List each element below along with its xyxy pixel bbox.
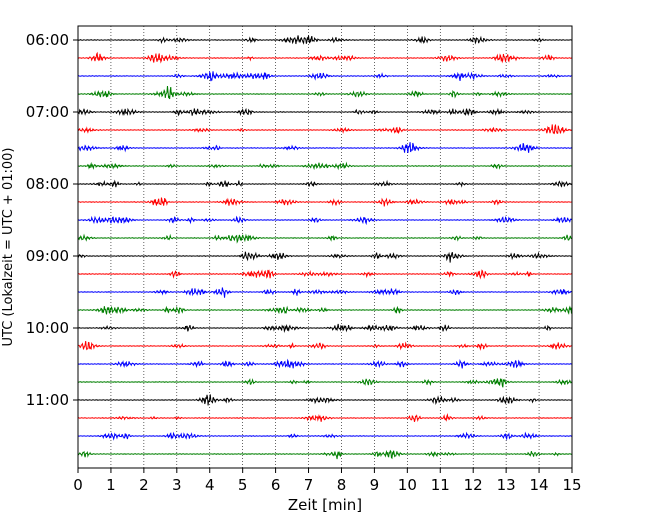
x-axis-ticks: 0 1 2 3 4 5 6 7 8 9 10 11 12 13 14 15: [73, 468, 582, 494]
trace-line-0700: [77, 107, 573, 117]
x-tick-label: 10: [398, 476, 417, 494]
y-tick-label: 09:00: [26, 247, 69, 265]
x-tick-label: 13: [497, 476, 516, 494]
x-tick-label: 8: [337, 476, 347, 494]
x-tick-label: 12: [464, 476, 483, 494]
trace-line-0800: [77, 179, 573, 188]
y-tick-label: 11:00: [26, 391, 69, 409]
seismogram-traces: [77, 35, 573, 460]
plot-frame: [77, 25, 573, 469]
trace-line-0730: [77, 142, 573, 154]
trace-line-0745: [77, 161, 573, 171]
y-axis-ticks: 06:00 07:00 08:00 09:00 10:00 11:00: [26, 31, 78, 409]
trace-line-0915: [77, 269, 573, 280]
trace-line-0615: [77, 51, 572, 64]
trace-line-0845: [77, 233, 573, 244]
x-tick-label: 6: [271, 476, 281, 494]
trace-line-0900: [77, 251, 573, 263]
trace-line-1030: [77, 358, 573, 369]
y-tick-label: 06:00: [26, 31, 69, 49]
trace-line-1000: [77, 323, 573, 334]
trace-line-0930: [77, 287, 573, 298]
trace-line-0830: [77, 215, 573, 226]
y-tick-label: 10:00: [26, 319, 69, 337]
x-tick-label: 14: [530, 476, 549, 494]
trace-line-0630: [77, 70, 573, 82]
trace-line-1100: [77, 394, 573, 406]
x-tick-label: 3: [172, 476, 182, 494]
x-tick-label: 1: [106, 476, 116, 494]
x-tick-label: 2: [139, 476, 149, 494]
trace-line-1115: [77, 413, 573, 423]
trace-line-1045: [77, 378, 573, 388]
x-tick-label: 4: [205, 476, 215, 494]
x-tick-label: 9: [370, 476, 380, 494]
trace-line-0715: [77, 123, 573, 135]
trace-line-1145: [77, 449, 573, 460]
y-axis-label: UTC (Lokalzeit = UTC + 01:00): [1, 148, 16, 347]
x-tick-label: 5: [238, 476, 248, 494]
trace-line-0645: [77, 86, 573, 100]
trace-line-1130: [77, 431, 572, 441]
y-tick-label: 07:00: [26, 103, 69, 121]
y-tick-label: 08:00: [26, 175, 69, 193]
x-tick-label: 7: [304, 476, 314, 494]
x-tick-label: 11: [431, 476, 450, 494]
trace-line-1015: [77, 340, 573, 351]
trace-line-0815: [77, 197, 573, 207]
x-tick-label: 15: [562, 476, 581, 494]
trace-line-0600: [77, 35, 573, 45]
trace-line-0945: [77, 305, 573, 315]
x-tick-label: 0: [73, 476, 83, 494]
x-axis-label: Zeit [min]: [288, 496, 362, 514]
